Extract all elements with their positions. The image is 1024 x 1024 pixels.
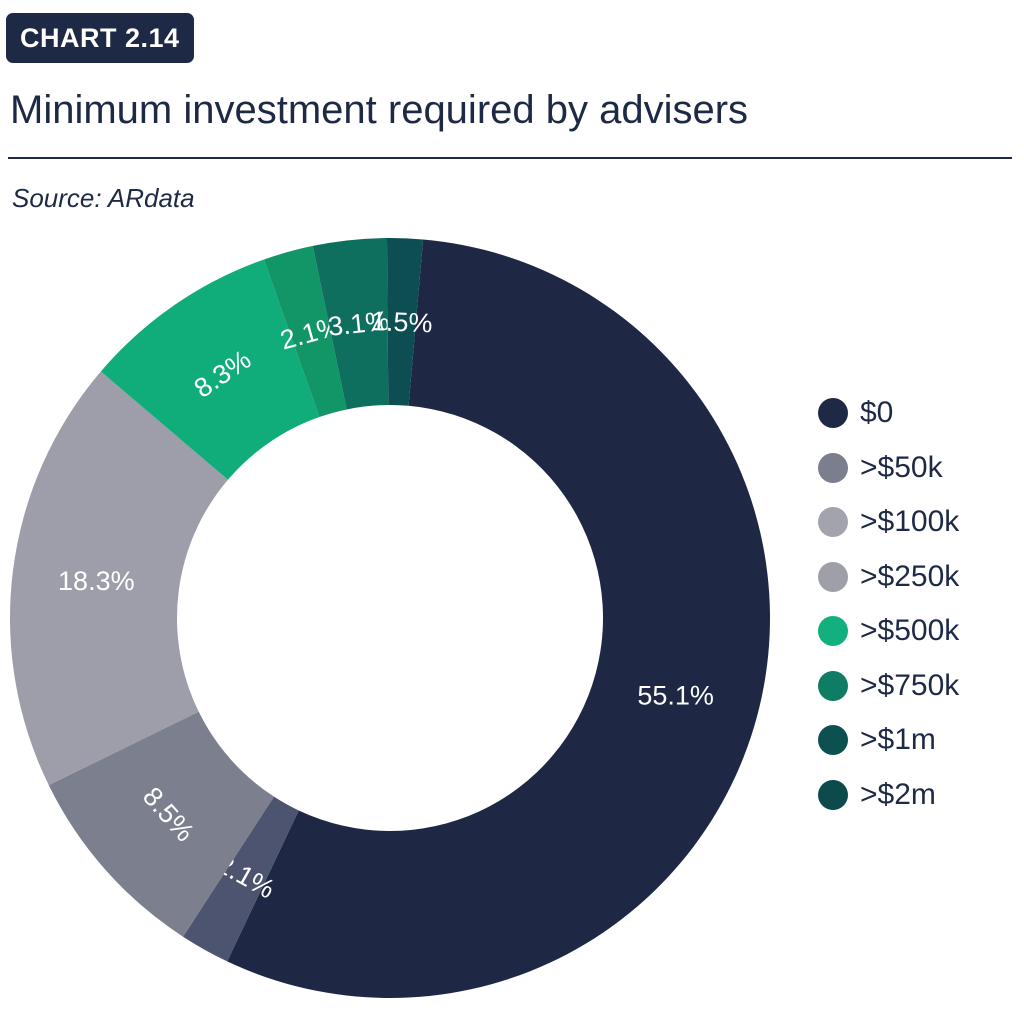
legend-label: >$100k: [860, 505, 960, 539]
donut-slice-7: [386, 238, 424, 406]
slice-label-7: 1.5%: [370, 306, 433, 338]
chart-number-badge: CHART 2.14: [6, 13, 194, 63]
legend-item: >$2m: [818, 768, 959, 823]
legend-swatch: [818, 779, 848, 810]
legend-label: >$1m: [860, 723, 936, 757]
legend-item: >$750k: [818, 659, 959, 714]
legend-swatch: [818, 561, 848, 592]
legend-swatch: [818, 507, 848, 538]
chart-legend: $0 >$50k >$100k >$250k >$500k >$750k >$1m >$2m: [818, 386, 959, 822]
chart-title: Minimum investment required by advisers: [10, 88, 749, 132]
legend-swatch: [818, 670, 848, 701]
legend-label: >$250k: [860, 559, 960, 593]
slice-label-3: 18.3%: [58, 566, 135, 596]
legend-swatch: [818, 398, 848, 429]
donut-slice-6: [312, 238, 389, 410]
slice-label-6: 3.1%: [326, 305, 390, 341]
legend-label: >$500k: [860, 614, 960, 648]
legend-item: $0: [818, 386, 959, 441]
source-note: Source: ARdata: [12, 183, 195, 213]
legend-swatch: [818, 452, 848, 483]
donut-slice-2: [48, 711, 274, 937]
legend-item: >$100k: [818, 495, 959, 550]
legend-item: >$500k: [818, 604, 959, 659]
slice-label-0: 55.1%: [637, 681, 714, 711]
donut-slice-1: [183, 796, 299, 962]
donut-slice-4: [100, 259, 320, 480]
donut-slice-3: [9, 371, 228, 786]
legend-label: $0: [860, 396, 894, 430]
legend-item: >$250k: [818, 550, 959, 605]
title-divider: [8, 157, 1012, 159]
legend-swatch: [818, 725, 848, 756]
legend-swatch: [818, 616, 848, 647]
legend-label: >$2m: [860, 777, 936, 811]
legend-item: >$1m: [818, 713, 959, 768]
legend-label: >$750k: [860, 668, 960, 702]
legend-label: >$50k: [860, 450, 943, 484]
legend-item: >$50k: [818, 441, 959, 496]
donut-slice-0: [227, 239, 771, 998]
donut-slice-5: [264, 245, 347, 418]
